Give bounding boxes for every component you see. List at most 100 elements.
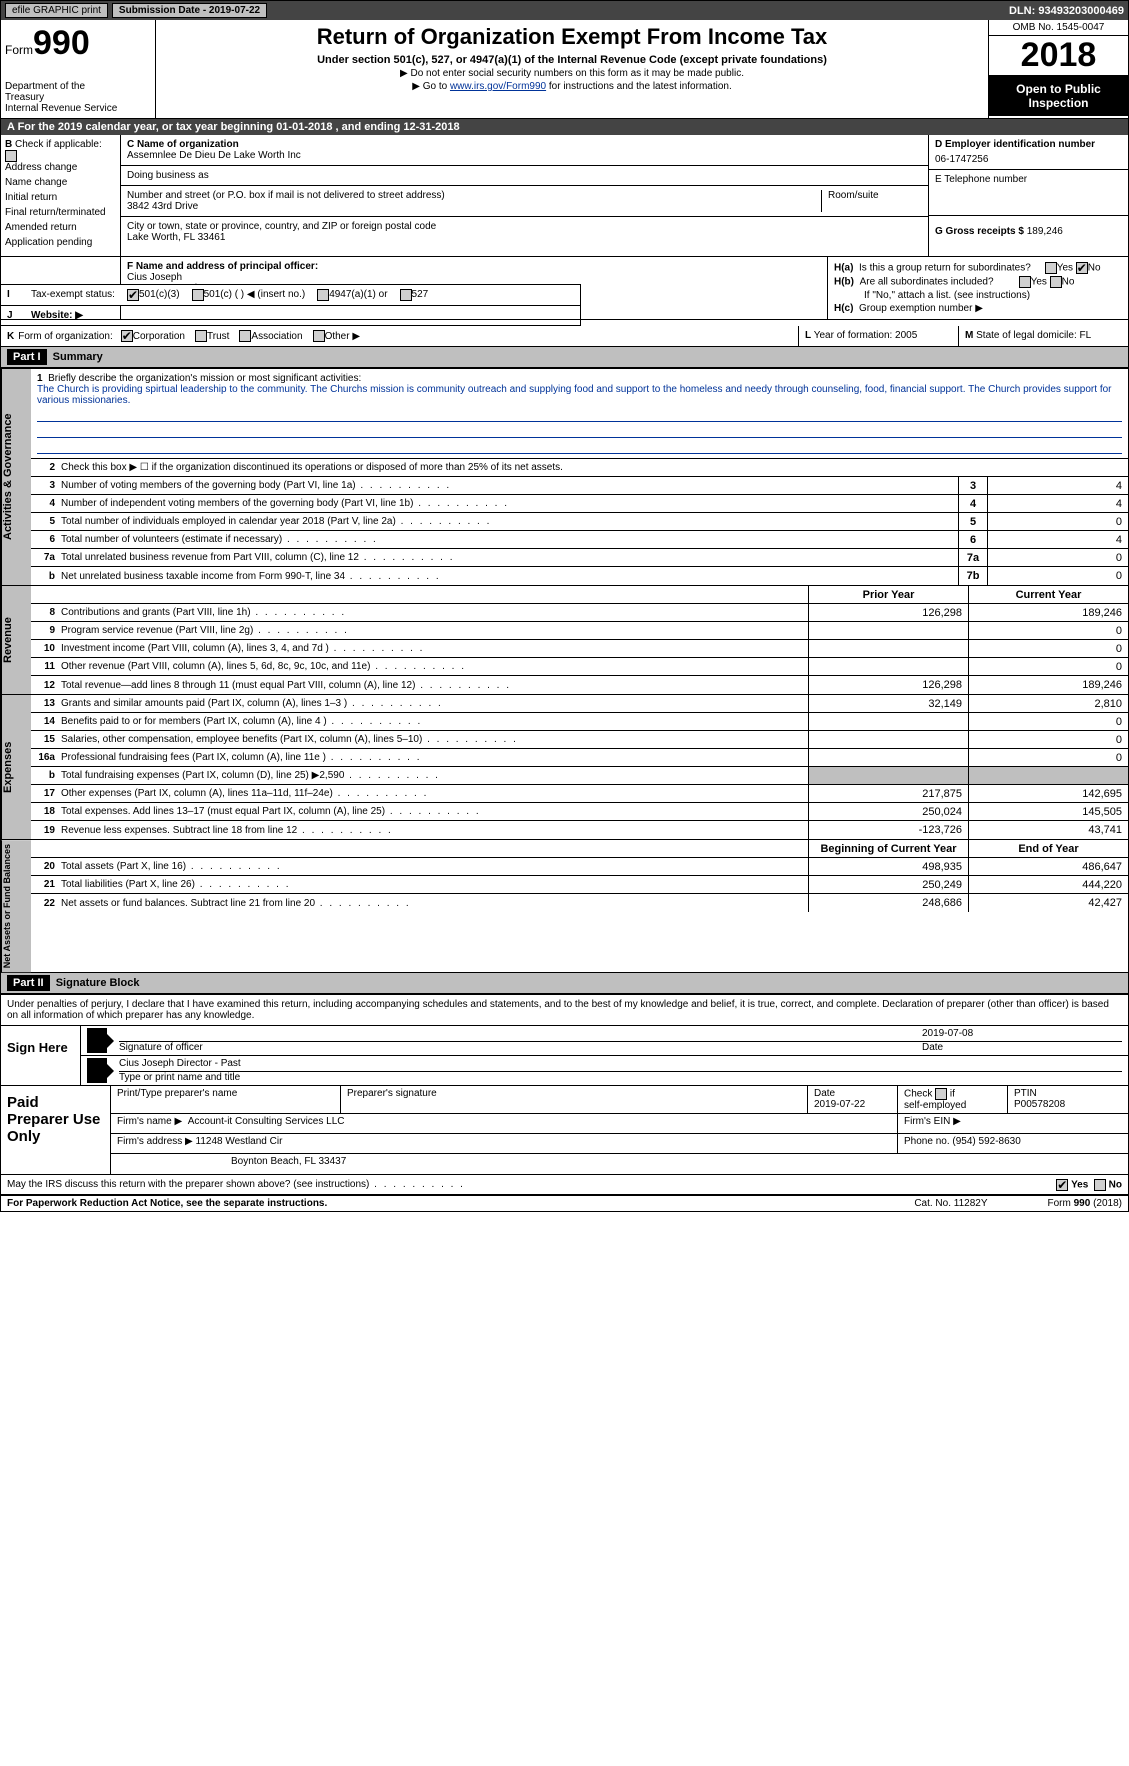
sig-arrow-2 [87,1058,107,1083]
phone-label: E Telephone number [935,174,1122,185]
sig-date: 2019-07-08 [922,1028,1122,1042]
line-18: 18Total expenses. Add lines 13–17 (must … [31,803,1128,821]
city-value: Lake Worth, FL 33461 [127,232,922,243]
assoc-checkbox[interactable] [239,330,251,342]
hb-no-checkbox[interactable] [1050,276,1062,288]
efile-button[interactable]: efile GRAPHIC print [5,3,108,18]
sign-here-label: Sign Here [1,1026,81,1085]
org-name-label: C Name of organization [127,139,922,150]
part2-title: Signature Block [56,977,140,989]
org-name: Assemnlee De Dieu De Lake Worth Inc [127,150,922,161]
k-label: K [7,331,14,342]
prep-sig-label: Preparer's signature [341,1086,808,1113]
header-center: Return of Organization Exempt From Incom… [156,20,988,118]
paid-preparer-section: Paid Preparer Use Only Print/Type prepar… [1,1086,1128,1175]
vert-label-rev: Revenue [1,586,31,694]
line-19: 19Revenue less expenses. Subtract line 1… [31,821,1128,839]
hb-text: Are all subordinates included? [860,277,994,288]
signature-section: Under penalties of perjury, I declare th… [1,995,1128,1196]
501c-checkbox[interactable] [192,289,204,301]
corp-checkbox[interactable] [121,330,133,342]
gov-line-b: bNet unrelated business taxable income f… [31,567,1128,585]
other-checkbox[interactable] [313,330,325,342]
room-label: Room/suite [828,190,922,201]
line-9: 9Program service revenue (Part VIII, lin… [31,622,1128,640]
527-checkbox[interactable] [400,289,412,301]
gross-receipts-value: 189,246 [1027,226,1063,237]
section-h: H(a) Is this a group return for subordin… [828,257,1128,319]
form-org-label: Form of organization: [18,331,113,342]
501c3-checkbox[interactable] [127,289,139,301]
omb-number: OMB No. 1545-0047 [989,20,1128,36]
net-assets-section: Net Assets or Fund Balances Beginning of… [1,840,1128,973]
chk-amended: Amended return [5,222,116,233]
cat-no: Cat. No. 11282Y [914,1198,987,1209]
trust-checkbox[interactable] [195,330,207,342]
part2-label: Part II [7,975,50,991]
footer: For Paperwork Reduction Act Notice, see … [1,1196,1128,1211]
gov-line-2: 2Check this box ▶ ☐ if the organization … [31,459,1128,477]
ha-yes-checkbox[interactable] [1045,262,1057,274]
department-label: Department of theTreasuryInternal Revenu… [5,81,151,114]
hb-label: H(b) [834,277,854,288]
section-b: B Check if applicable: Address change Na… [1,135,121,256]
print-name-label: Print/Type preparer's name [111,1086,341,1113]
yes-label-2: Yes [1031,277,1047,288]
vert-label-gov: Activities & Governance [1,369,31,585]
form-label: Form [5,43,33,57]
street-value: 3842 43rd Drive [127,201,821,212]
4947-checkbox[interactable] [317,289,329,301]
net-header-row: Beginning of Current Year End of Year [31,840,1128,858]
hb-yes-checkbox[interactable] [1019,276,1031,288]
firm-addr-label: Firm's address ▶ [117,1136,193,1147]
line-11: 11Other revenue (Part VIII, column (A), … [31,658,1128,676]
checkbox-applicable[interactable] [5,150,17,162]
gov-line-3: 3Number of voting members of the governi… [31,477,1128,495]
submission-date: Submission Date - 2019-07-22 [112,3,267,18]
top-bar: efile GRAPHIC print Submission Date - 20… [1,1,1128,20]
gross-receipts-label: G Gross receipts $ [935,226,1024,237]
self-employed-checkbox[interactable] [935,1088,947,1100]
opt-527: 527 [412,289,429,301]
ptin-label: PTIN [1014,1088,1037,1099]
line-14: 14Benefits paid to or for members (Part … [31,713,1128,731]
expenses-section: Expenses 13Grants and similar amounts pa… [1,695,1128,840]
irs-discuss-row: May the IRS discuss this return with the… [1,1175,1128,1196]
header-left: Form990 Department of theTreasuryInterna… [1,20,156,118]
state-domicile: State of legal domicile: FL [976,330,1091,341]
section-c: C Name of organization Assemnlee De Dieu… [121,135,928,256]
firm-ein-label: Firm's EIN ▶ [898,1114,1128,1133]
line-12: 12Total revenue—add lines 8 through 11 (… [31,676,1128,694]
sign-here-row: Sign Here Signature of officer 2019-07-0… [1,1026,1128,1086]
opt-501c: 501(c) ( ) ◀ (insert no.) [204,289,306,301]
row-i: I Tax-exempt status: 501(c)(3) 501(c) ( … [1,284,581,306]
beginning-year-header: Beginning of Current Year [808,840,968,857]
officer-name: Cius Joseph [127,272,821,283]
col-header-row: Prior Year Current Year [31,586,1128,604]
line-b: bTotal fundraising expenses (Part IX, co… [31,767,1128,785]
irs-link[interactable]: www.irs.gov/Form990 [450,81,546,92]
year-formation: Year of formation: 2005 [814,330,918,341]
form-title: Return of Organization Exempt From Incom… [164,24,980,50]
line-22: 22Net assets or fund balances. Subtract … [31,894,1128,912]
form-header: Form990 Department of theTreasuryInterna… [1,20,1128,119]
gov-line-4: 4Number of independent voting members of… [31,495,1128,513]
check-if-label: Check if applicable: [15,139,102,150]
sig-date-label: Date [922,1042,1122,1053]
firm-addr1: 11248 Westland Cir [196,1136,283,1147]
hc-label: H(c) [834,303,853,314]
footer-right: Form 990 (2018) [1048,1198,1122,1209]
part-2-header: Part II Signature Block [1,973,1128,995]
opt-other: Other ▶ [325,331,360,342]
irs-yes-checkbox[interactable] [1056,1179,1068,1191]
opt-trust: Trust [207,331,229,342]
paid-date-label: Date [814,1088,835,1099]
ha-no-checkbox[interactable] [1076,262,1088,274]
firm-addr2: Boynton Beach, FL 33437 [111,1154,1128,1174]
form-subtitle: Under section 501(c), 527, or 4947(a)(1)… [164,54,980,66]
ein-label: D Employer identification number [935,139,1122,150]
instruction-1: ▶ Do not enter social security numbers o… [164,68,980,79]
irs-no-checkbox[interactable] [1094,1179,1106,1191]
firm-name: Account-it Consulting Services LLC [188,1116,345,1127]
chk-name-change: Name change [5,177,116,188]
